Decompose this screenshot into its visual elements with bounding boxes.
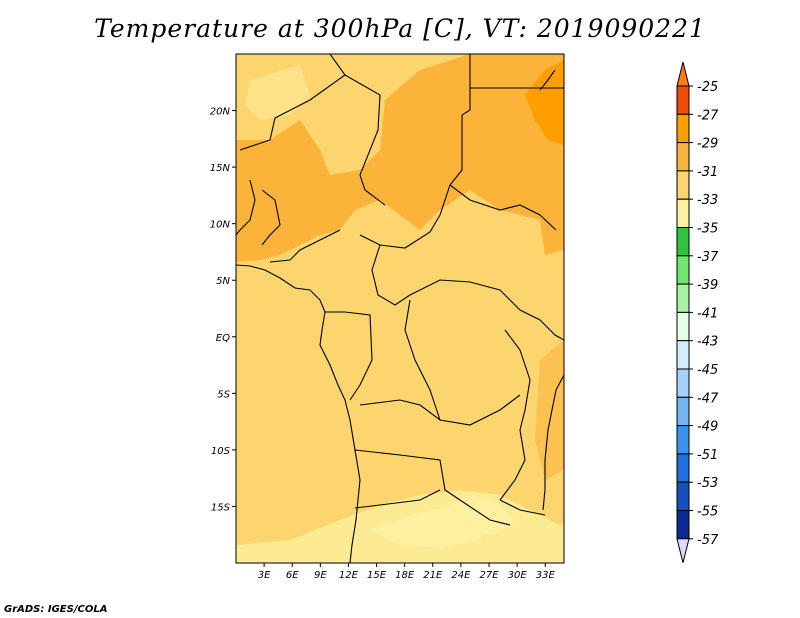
colorbar-label: -35 — [697, 222, 718, 237]
lat-tick-label: 10S — [211, 446, 231, 457]
borders — [236, 54, 564, 563]
coastline-east — [542, 374, 564, 511]
colorbar-box — [676, 113, 690, 144]
colorbar-box — [676, 368, 690, 398]
colorbar-label: -27 — [697, 108, 719, 123]
lon-tick-label: 21E — [423, 570, 443, 581]
border-line-15 — [499, 499, 546, 516]
colorbar-box — [676, 227, 690, 257]
colorbar-label: -47 — [697, 391, 719, 406]
border-line-11 — [354, 449, 511, 526]
colorbar-label: -39 — [697, 278, 718, 293]
colorbar-box — [676, 481, 690, 512]
field-north-patch — [245, 65, 310, 120]
colorbar-label: -33 — [697, 193, 718, 208]
colorbar-bottom-arrow — [676, 538, 690, 563]
colorbar-label: -31 — [697, 165, 718, 180]
field-warm-north — [236, 54, 564, 262]
field-warmer-ne — [525, 60, 564, 145]
lon-tick-label: 9E — [314, 570, 327, 581]
colorbar-box — [676, 85, 690, 115]
temperature-field — [236, 54, 564, 563]
border-line-8 — [325, 311, 373, 401]
lon-tick-label: 27E — [480, 570, 500, 581]
colorbar-label: -57 — [697, 533, 719, 548]
colorbar-box — [676, 142, 690, 172]
colorbar-box — [676, 198, 690, 228]
lat-tick-label: 5S — [217, 389, 230, 400]
colorbar-box — [676, 170, 690, 200]
latitude-axis: 20N 15N 10N 5N EQ 5S 10S 15S — [210, 107, 236, 513]
map-frame — [235, 53, 565, 564]
colorbar-label: -51 — [697, 448, 718, 463]
colorbar: -25 -27 -29 -31 -33 -35 -37 -39 -41 -43 -45 -47 -49 -… — [676, 61, 719, 563]
border-line-18 — [539, 69, 556, 91]
field-coolest-south-2 — [440, 495, 515, 535]
lat-tick-label: 10N — [210, 220, 231, 231]
colorbar-top-arrow — [676, 61, 690, 87]
lon-tick-label: 6E — [286, 570, 299, 581]
border-line-16 — [236, 179, 256, 236]
longitude-axis: 3E 6E 9E 12E 15E 18E 21E 24E 27E 30E 33E — [258, 563, 556, 581]
colorbar-label: -53 — [697, 476, 718, 491]
colorbar-box — [676, 425, 690, 455]
lat-tick-label: 15N — [210, 163, 231, 174]
lat-tick-label: 15S — [211, 502, 231, 513]
lon-tick-label: 30E — [508, 570, 528, 581]
lon-tick-label: 33E — [536, 570, 556, 581]
border-line-2 — [344, 74, 386, 206]
lon-tick-label: 15E — [367, 570, 387, 581]
map-title: Temperature at 300hPa [C], VT: 201909022… — [94, 14, 706, 43]
colorbar-label: -41 — [697, 306, 718, 321]
border-line-14 — [519, 309, 564, 341]
colorbar-box — [676, 283, 690, 313]
colorbar-label: -25 — [697, 80, 718, 95]
colorbar-box — [676, 453, 690, 483]
border-line-12 — [354, 489, 441, 509]
border-line-10 — [404, 299, 441, 421]
lat-tick-label: 20N — [210, 107, 231, 118]
colorbar-label: -37 — [697, 250, 719, 265]
colorbar-box — [676, 340, 690, 370]
lat-tick-label: EQ — [216, 333, 230, 344]
border-line-7 — [269, 229, 341, 263]
lon-tick-label: 18E — [395, 570, 415, 581]
field-north-central — [300, 60, 400, 160]
border-line-13 — [499, 329, 531, 501]
colorbar-box — [676, 396, 690, 427]
colorbar-label: -45 — [697, 363, 718, 378]
lat-tick-label: 5N — [216, 276, 230, 287]
lon-tick-label: 24E — [451, 570, 471, 581]
lon-tick-label: 12E — [339, 570, 359, 581]
grads-credit: GrADS: IGES/COLA — [4, 604, 108, 615]
colorbar-box — [676, 311, 690, 342]
border-line-1 — [239, 54, 346, 151]
colorbar-box — [676, 510, 690, 540]
colorbar-label: -49 — [697, 420, 718, 435]
border-line-17 — [261, 189, 281, 246]
lon-tick-label: 3E — [258, 570, 271, 581]
border-line-3 — [359, 54, 471, 249]
colorbar-label: -43 — [697, 335, 718, 350]
coastline-west — [236, 264, 361, 563]
colorbar-box — [676, 255, 690, 285]
border-line-6 — [371, 244, 521, 311]
field-warm-east — [535, 340, 564, 480]
colorbar-label: -55 — [697, 505, 718, 520]
border-line-5 — [449, 184, 557, 231]
colorbar-label: -29 — [697, 137, 718, 152]
